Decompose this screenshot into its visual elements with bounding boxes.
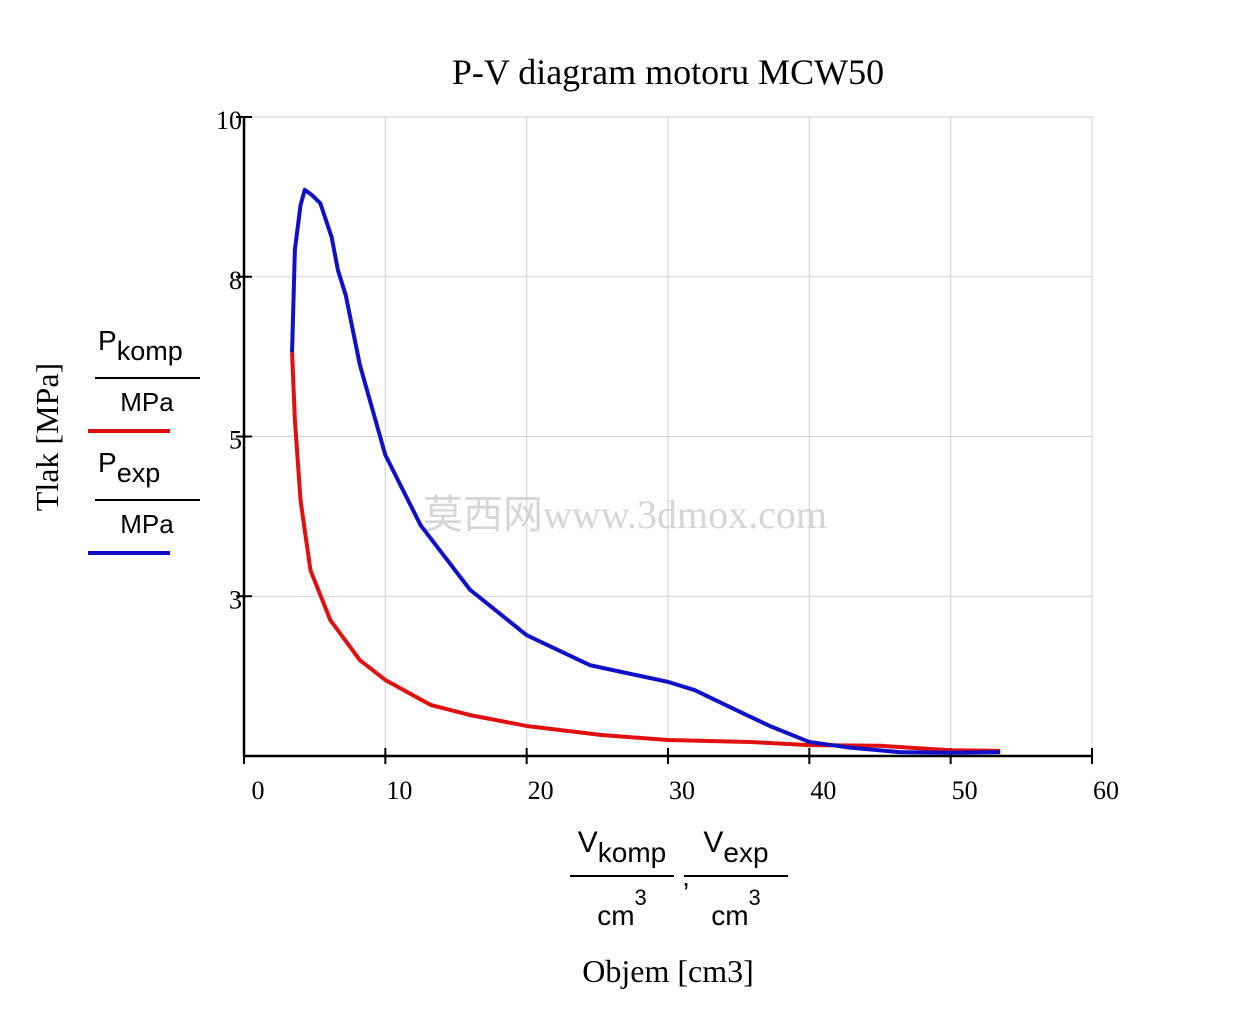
x-tick-label: 10 — [386, 776, 412, 805]
x-term-subscript: komp — [598, 837, 666, 868]
legend-label: Pkomp — [98, 325, 183, 366]
x-term-power: 3 — [635, 885, 647, 910]
series-line — [290, 187, 1001, 755]
x-tick-label: 40 — [810, 776, 836, 805]
x-term-letter: V — [578, 826, 598, 859]
legend-subscript: exp — [117, 458, 161, 488]
x-term-unit-base: cm — [711, 900, 748, 931]
x-term-separator: , — [682, 861, 690, 892]
x-tick-label: 50 — [952, 776, 978, 805]
legend-symbol: P — [98, 325, 117, 356]
x-term-unit: cm3 — [597, 885, 647, 931]
legend-subscript: komp — [117, 336, 183, 366]
legend-symbol: P — [98, 447, 117, 478]
x-term-symbol: Vkomp — [578, 826, 666, 868]
y-tick-label: 10 — [216, 106, 242, 135]
x-axis-label: Objem [cm3] — [582, 953, 754, 989]
y-tick-label: 8 — [229, 266, 242, 295]
x-term-subscript: exp — [723, 837, 768, 868]
watermark: 莫西网www.3dmox.com — [423, 492, 827, 537]
y-tick-label: 5 — [229, 426, 242, 455]
legend-unit: MPa — [120, 387, 174, 417]
legend-label: Pexp — [98, 447, 160, 488]
x-term-letter: V — [703, 826, 723, 859]
x-term-power: 3 — [749, 885, 761, 910]
y-axis-label: Tlak [MPa] — [29, 363, 65, 511]
chart-title: P-V diagram motoru MCW50 — [452, 52, 884, 92]
x-tick-label: 60 — [1093, 776, 1119, 805]
x-tick-label: 0 — [252, 776, 265, 805]
x-term-unit-base: cm — [597, 900, 634, 931]
x-tick-label: 20 — [528, 776, 554, 805]
x-tick-label: 30 — [669, 776, 695, 805]
y-tick-label: 3 — [229, 585, 242, 614]
x-term-symbol: Vexp — [703, 826, 768, 868]
series-line — [290, 352, 1001, 753]
legend-unit: MPa — [120, 509, 174, 539]
x-term-unit: cm3 — [711, 885, 761, 931]
